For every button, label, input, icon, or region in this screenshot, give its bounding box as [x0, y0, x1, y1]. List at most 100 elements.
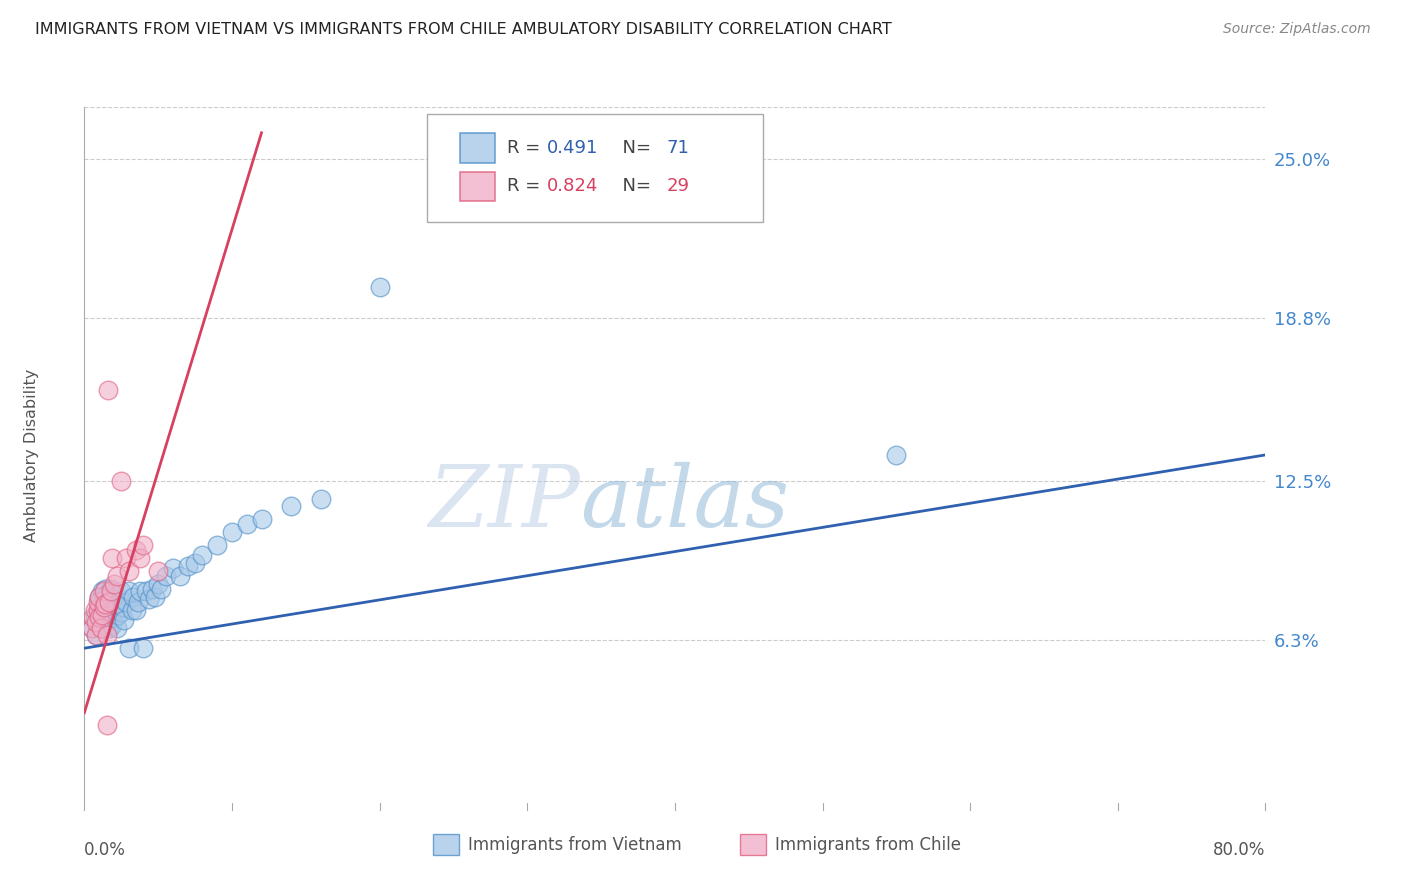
Point — [105, 621, 128, 635]
Point — [90, 621, 112, 635]
Point — [108, 592, 131, 607]
Point — [80, 621, 103, 635]
Text: 71: 71 — [666, 139, 689, 157]
Point — [132, 641, 155, 656]
Point — [129, 584, 152, 599]
Point — [118, 584, 141, 599]
Point — [93, 599, 115, 614]
Point — [96, 718, 118, 732]
Point — [118, 641, 141, 656]
Text: 0.0%: 0.0% — [84, 841, 127, 859]
Point — [112, 613, 135, 627]
Point — [148, 564, 170, 578]
Point — [91, 621, 114, 635]
Point — [122, 590, 145, 604]
Point — [148, 576, 170, 591]
Point — [94, 598, 117, 612]
Point — [114, 551, 136, 566]
Point — [98, 595, 121, 609]
FancyBboxPatch shape — [433, 834, 458, 855]
Point — [86, 595, 108, 609]
Text: 29: 29 — [666, 178, 689, 195]
Point — [86, 602, 108, 616]
Point — [155, 569, 177, 583]
Point — [98, 590, 121, 604]
Point — [100, 584, 122, 599]
Point — [97, 599, 120, 614]
Point — [118, 564, 141, 578]
Text: Immigrants from Chile: Immigrants from Chile — [775, 836, 962, 854]
Point — [100, 607, 122, 622]
Point — [94, 582, 117, 596]
Point — [177, 558, 200, 573]
Point — [82, 610, 104, 624]
Text: Source: ZipAtlas.com: Source: ZipAtlas.com — [1223, 22, 1371, 37]
Point — [162, 561, 184, 575]
Point — [143, 590, 166, 604]
Point — [103, 590, 125, 604]
Point — [97, 610, 120, 624]
Point — [132, 538, 155, 552]
Point — [104, 592, 127, 607]
Point — [91, 584, 114, 599]
Point — [103, 610, 125, 624]
Point — [309, 491, 332, 506]
Point — [125, 602, 148, 616]
Point — [105, 598, 128, 612]
Text: R =: R = — [508, 139, 546, 157]
Point — [90, 607, 112, 622]
Point — [125, 543, 148, 558]
Point — [114, 595, 136, 609]
Point — [96, 587, 118, 601]
Point — [110, 584, 132, 599]
Point — [89, 610, 111, 624]
Point — [89, 595, 111, 609]
Point — [96, 602, 118, 616]
Point — [93, 613, 115, 627]
Point — [886, 448, 908, 462]
Point — [135, 584, 157, 599]
Point — [89, 590, 111, 604]
Point — [83, 610, 105, 624]
Point — [103, 599, 125, 614]
Point — [93, 584, 115, 599]
Point — [93, 602, 115, 616]
Point — [84, 628, 107, 642]
Point — [98, 605, 121, 619]
Point — [184, 556, 207, 570]
FancyBboxPatch shape — [460, 172, 495, 201]
Point — [93, 592, 115, 607]
Point — [110, 474, 132, 488]
Text: 0.491: 0.491 — [547, 139, 599, 157]
Point — [96, 628, 118, 642]
Point — [250, 512, 273, 526]
Text: R =: R = — [508, 178, 546, 195]
Point — [103, 576, 125, 591]
Point — [80, 621, 103, 635]
Text: Immigrants from Vietnam: Immigrants from Vietnam — [468, 836, 682, 854]
Point — [129, 551, 152, 566]
Point — [191, 549, 214, 563]
Point — [141, 582, 163, 596]
Point — [91, 607, 114, 622]
Text: N=: N= — [612, 139, 657, 157]
Point — [84, 628, 107, 642]
Point — [105, 569, 128, 583]
Point — [84, 615, 107, 630]
Point — [221, 525, 243, 540]
Text: 0.824: 0.824 — [547, 178, 599, 195]
Text: atlas: atlas — [581, 462, 790, 545]
Point — [205, 538, 228, 552]
Point — [110, 605, 132, 619]
Point — [96, 595, 118, 609]
Text: IMMIGRANTS FROM VIETNAM VS IMMIGRANTS FROM CHILE AMBULATORY DISABILITY CORRELATI: IMMIGRANTS FROM VIETNAM VS IMMIGRANTS FR… — [35, 22, 891, 37]
Point — [100, 598, 122, 612]
Point — [96, 615, 118, 630]
Point — [111, 599, 134, 614]
Point — [104, 602, 127, 616]
Point — [97, 384, 120, 398]
Point — [107, 607, 129, 622]
Point — [169, 569, 191, 583]
Point — [121, 602, 143, 616]
Point — [138, 592, 160, 607]
